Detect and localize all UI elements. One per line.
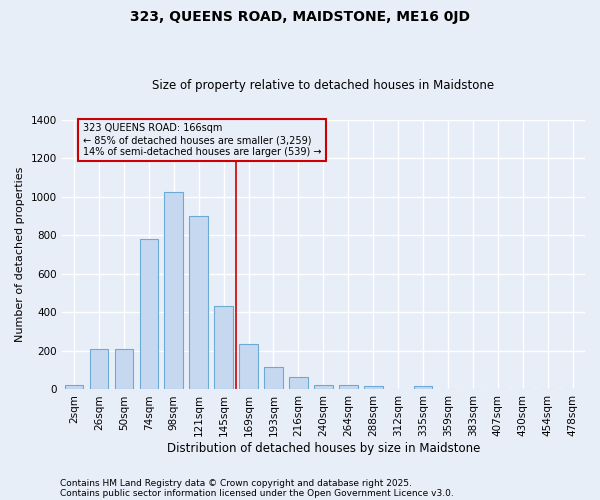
Text: 323 QUEENS ROAD: 166sqm
← 85% of detached houses are smaller (3,259)
14% of semi: 323 QUEENS ROAD: 166sqm ← 85% of detache… <box>83 124 322 156</box>
Text: 323, QUEENS ROAD, MAIDSTONE, ME16 0JD: 323, QUEENS ROAD, MAIDSTONE, ME16 0JD <box>130 10 470 24</box>
Bar <box>314 384 332 390</box>
Bar <box>264 368 283 390</box>
Bar <box>339 384 358 390</box>
X-axis label: Distribution of detached houses by size in Maidstone: Distribution of detached houses by size … <box>167 442 480 455</box>
Bar <box>90 349 109 390</box>
Bar <box>413 386 433 390</box>
Title: Size of property relative to detached houses in Maidstone: Size of property relative to detached ho… <box>152 79 494 92</box>
Bar <box>190 216 208 390</box>
Bar <box>214 306 233 390</box>
Bar <box>164 192 183 390</box>
Bar <box>115 349 133 390</box>
Text: Contains public sector information licensed under the Open Government Licence v3: Contains public sector information licen… <box>60 488 454 498</box>
Text: Contains HM Land Registry data © Crown copyright and database right 2025.: Contains HM Land Registry data © Crown c… <box>60 478 412 488</box>
Bar <box>289 377 308 390</box>
Y-axis label: Number of detached properties: Number of detached properties <box>15 167 25 342</box>
Bar <box>140 239 158 390</box>
Bar <box>239 344 258 390</box>
Bar <box>65 384 83 390</box>
Bar <box>364 386 383 390</box>
